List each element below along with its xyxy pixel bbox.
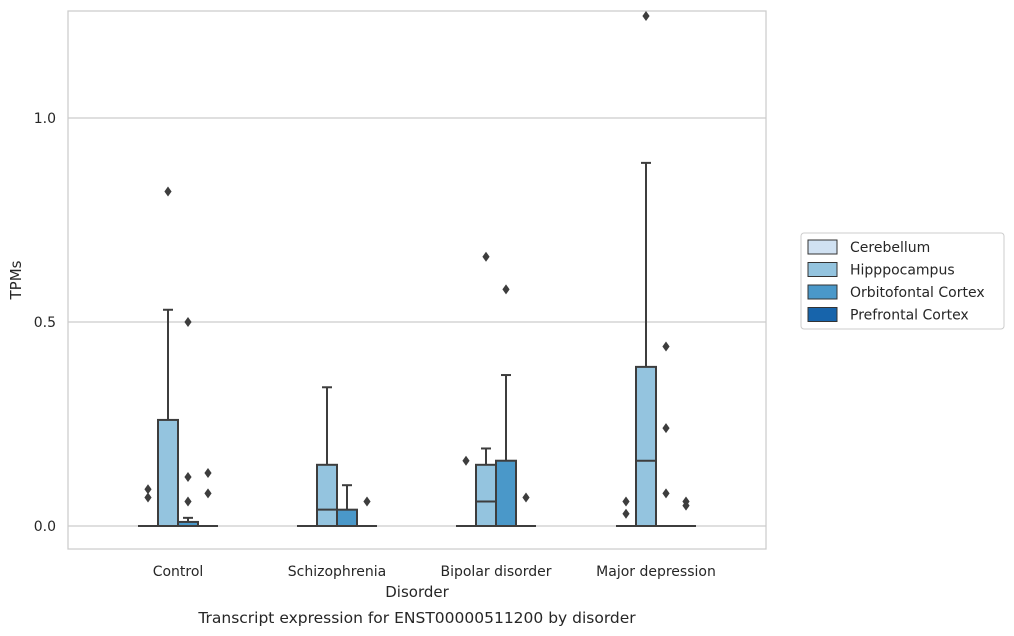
box-major-depression-orbitofontal-cortex (656, 341, 676, 527)
x-tick-label: Bipolar disorder (440, 564, 551, 580)
outlier-point (184, 472, 192, 483)
y-axis-label: TPMs (7, 260, 25, 300)
box-body (495, 459, 517, 527)
box-body (316, 463, 338, 527)
outlier-point (204, 488, 212, 499)
box-bipolar-disorder-cerebellum (456, 455, 476, 527)
outlier-point (184, 317, 192, 327)
box-control-prefrontal-cortex (198, 467, 218, 527)
outlier-point (662, 423, 670, 434)
y-tick-label: 0.0 (34, 519, 56, 535)
box-bipolar-disorder-hipppocampus (475, 251, 497, 527)
legend-swatch (807, 239, 838, 255)
outlier-point (144, 492, 152, 503)
box-bipolar-disorder-orbitofontal-cortex (495, 284, 517, 527)
outlier-point (522, 492, 530, 503)
legend-label: Hipppocampus (850, 263, 955, 279)
y-tick-label: 0.5 (34, 315, 56, 331)
box-bipolar-disorder-prefrontal-cortex (516, 492, 536, 527)
outlier-point (363, 496, 371, 507)
x-axis-label: Disorder (385, 583, 449, 601)
box-major-depression-hipppocampus (635, 11, 657, 527)
outlier-point (164, 186, 172, 197)
box-schizophrenia-hipppocampus (316, 386, 338, 527)
outlier-point (482, 251, 490, 262)
box-control-hipppocampus (157, 186, 179, 528)
box-body (635, 365, 657, 527)
outlier-point (144, 484, 152, 495)
box-schizophrenia-prefrontal-cortex (357, 496, 377, 527)
outlier-point (502, 284, 510, 295)
box-body (475, 463, 497, 527)
legend: Cerebellum Hipppocampus Orbitofontal Corte… (800, 232, 1005, 330)
y-tick-labels: 0.00.51.01.52.02.5 (34, 111, 56, 535)
plot-frame (67, 10, 767, 550)
legend-swatch (807, 307, 838, 322)
box-major-depression-cerebellum (616, 496, 636, 527)
box-schizophrenia-orbitofontal-cortex (336, 484, 358, 527)
box-control-orbitofontal-cortex (177, 317, 199, 527)
figure-caption: Transcript expression for ENST0000051120… (197, 609, 636, 627)
legend-swatch (807, 284, 838, 300)
outlier-point (462, 455, 470, 466)
legend-label: Orbitofontal Cortex (850, 285, 985, 301)
x-tick-labels: Control Schizophrenia Bipolar disorder Majo… (153, 564, 716, 580)
legend-label: Cerebellum (850, 240, 930, 256)
outlier-point (204, 467, 212, 478)
legend-label: Prefrontal Cortex (850, 308, 969, 324)
outlier-point (184, 496, 192, 507)
outlier-point (622, 496, 630, 507)
legend-frame (800, 232, 1005, 330)
box-body (336, 508, 358, 527)
outlier-point (662, 488, 670, 499)
outlier-point (622, 508, 630, 519)
box-major-depression-prefrontal-cortex (676, 496, 696, 527)
y-tick-label: 1.0 (34, 111, 56, 127)
x-tick-label: Major depression (596, 564, 716, 580)
boxes (138, 11, 696, 528)
x-tick-label: Schizophrenia (288, 564, 386, 580)
outlier-point (682, 500, 690, 511)
outlier-point (662, 341, 670, 352)
box-control-cerebellum (138, 484, 158, 527)
x-tick-label: Control (153, 564, 204, 580)
outlier-point (642, 11, 650, 21)
legend-swatch (807, 262, 838, 277)
box-body (157, 418, 179, 528)
